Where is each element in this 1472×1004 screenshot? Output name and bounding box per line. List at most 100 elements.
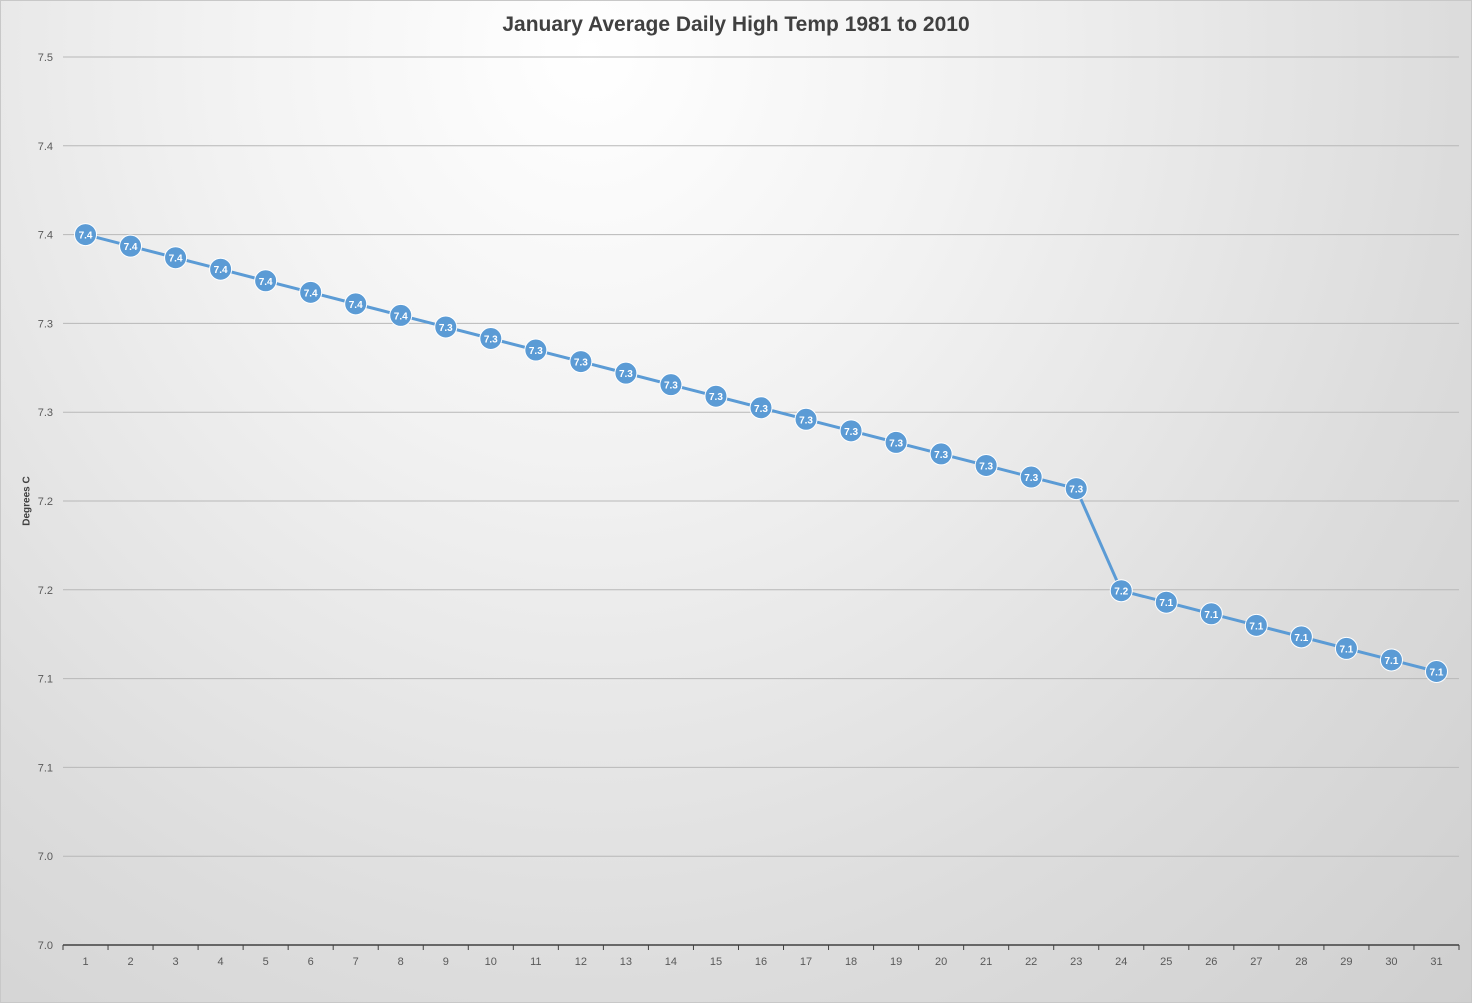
x-tick-label: 11 bbox=[530, 956, 541, 968]
x-tick-label: 7 bbox=[353, 956, 359, 968]
data-point bbox=[1289, 625, 1313, 649]
x-tick-label: 18 bbox=[845, 956, 857, 968]
data-point bbox=[1109, 579, 1133, 603]
data-point bbox=[299, 280, 323, 304]
data-label: 7.4 bbox=[394, 311, 408, 322]
data-point bbox=[1019, 465, 1043, 489]
series-line bbox=[85, 233, 1437, 673]
data-label: 7.1 bbox=[1159, 598, 1173, 609]
data-point bbox=[614, 361, 638, 385]
y-tick-label: 7.3 bbox=[38, 318, 53, 330]
data-label: 7.3 bbox=[1024, 473, 1038, 484]
x-tick-label: 13 bbox=[620, 956, 632, 968]
x-tick-label: 3 bbox=[173, 956, 179, 968]
data-point bbox=[344, 292, 368, 316]
data-point bbox=[794, 407, 818, 431]
data-label: 7.2 bbox=[1114, 587, 1128, 598]
x-tick-label: 19 bbox=[890, 956, 902, 968]
data-point bbox=[1334, 636, 1358, 660]
x-tick-label: 6 bbox=[308, 956, 314, 968]
data-point bbox=[884, 430, 908, 454]
data-point bbox=[1424, 659, 1448, 683]
x-tick-label: 10 bbox=[485, 956, 497, 968]
x-tick-label: 31 bbox=[1430, 956, 1442, 968]
x-tick-label: 1 bbox=[82, 956, 88, 968]
x-tick-label: 8 bbox=[398, 956, 404, 968]
x-tick-label: 29 bbox=[1340, 956, 1352, 968]
y-tick-label: 7.3 bbox=[38, 407, 53, 419]
x-tick-label: 21 bbox=[980, 956, 992, 968]
data-label: 7.3 bbox=[799, 415, 813, 426]
x-tick-label: 2 bbox=[127, 956, 133, 968]
data-point bbox=[254, 269, 278, 293]
data-point bbox=[74, 223, 98, 247]
x-tick-label: 20 bbox=[935, 956, 947, 968]
data-point bbox=[119, 234, 143, 258]
data-label: 7.3 bbox=[709, 392, 723, 403]
data-point bbox=[434, 315, 458, 339]
data-point bbox=[929, 442, 953, 466]
y-tick-label: 7.1 bbox=[38, 762, 53, 774]
x-tick-label: 12 bbox=[575, 956, 587, 968]
x-tick-label: 27 bbox=[1250, 956, 1262, 968]
data-label: 7.3 bbox=[439, 323, 453, 334]
data-label: 7.3 bbox=[934, 450, 948, 461]
data-label: 7.4 bbox=[259, 277, 273, 288]
x-tick-label: 30 bbox=[1385, 956, 1397, 968]
data-point bbox=[974, 453, 998, 477]
y-tick-label: 7.0 bbox=[38, 940, 53, 952]
x-tick-label: 15 bbox=[710, 956, 722, 968]
data-point bbox=[569, 350, 593, 374]
data-point bbox=[524, 338, 548, 362]
x-tick-label: 5 bbox=[263, 956, 269, 968]
data-label: 7.3 bbox=[619, 369, 633, 380]
data-label: 7.1 bbox=[1294, 633, 1308, 644]
data-label: 7.1 bbox=[1430, 667, 1444, 678]
data-label: 7.4 bbox=[169, 254, 183, 265]
x-tick-label: 16 bbox=[755, 956, 767, 968]
data-point bbox=[1379, 648, 1403, 672]
data-label: 7.1 bbox=[1204, 610, 1218, 621]
data-point bbox=[1244, 613, 1268, 637]
data-label: 7.4 bbox=[79, 231, 93, 242]
data-point bbox=[659, 373, 683, 397]
data-label: 7.3 bbox=[979, 461, 993, 472]
data-label: 7.4 bbox=[124, 242, 138, 253]
y-tick-label: 7.4 bbox=[38, 141, 53, 153]
data-point bbox=[479, 326, 503, 350]
data-label: 7.3 bbox=[754, 404, 768, 415]
data-point bbox=[1064, 477, 1088, 501]
x-tick-label: 17 bbox=[800, 956, 812, 968]
data-point bbox=[209, 257, 233, 281]
data-label: 7.1 bbox=[1339, 644, 1353, 655]
y-tick-label: 7.4 bbox=[38, 230, 53, 242]
x-tick-label: 25 bbox=[1160, 956, 1172, 968]
y-tick-label: 7.2 bbox=[38, 585, 53, 597]
data-label: 7.4 bbox=[304, 288, 318, 299]
y-tick-label: 7.1 bbox=[38, 674, 53, 686]
x-tick-label: 24 bbox=[1115, 956, 1127, 968]
data-label: 7.3 bbox=[529, 346, 543, 357]
data-label: 7.3 bbox=[1069, 485, 1083, 496]
data-point bbox=[704, 384, 728, 408]
data-label: 7.4 bbox=[214, 265, 228, 276]
data-label: 7.3 bbox=[664, 381, 678, 392]
data-point bbox=[749, 396, 773, 420]
y-tick-label: 7.0 bbox=[38, 851, 53, 863]
x-tick-label: 22 bbox=[1025, 956, 1037, 968]
data-label: 7.3 bbox=[574, 358, 588, 369]
x-tick-label: 23 bbox=[1070, 956, 1082, 968]
x-tick-label: 14 bbox=[665, 956, 677, 968]
data-label: 7.3 bbox=[484, 334, 498, 345]
x-tick-label: 9 bbox=[443, 956, 449, 968]
data-label: 7.3 bbox=[844, 427, 858, 438]
data-point bbox=[1154, 590, 1178, 614]
data-point bbox=[839, 419, 863, 443]
data-point bbox=[1199, 602, 1223, 626]
y-tick-label: 7.2 bbox=[38, 496, 53, 508]
x-tick-label: 26 bbox=[1205, 956, 1217, 968]
x-tick-label: 28 bbox=[1295, 956, 1307, 968]
data-point bbox=[389, 303, 413, 327]
